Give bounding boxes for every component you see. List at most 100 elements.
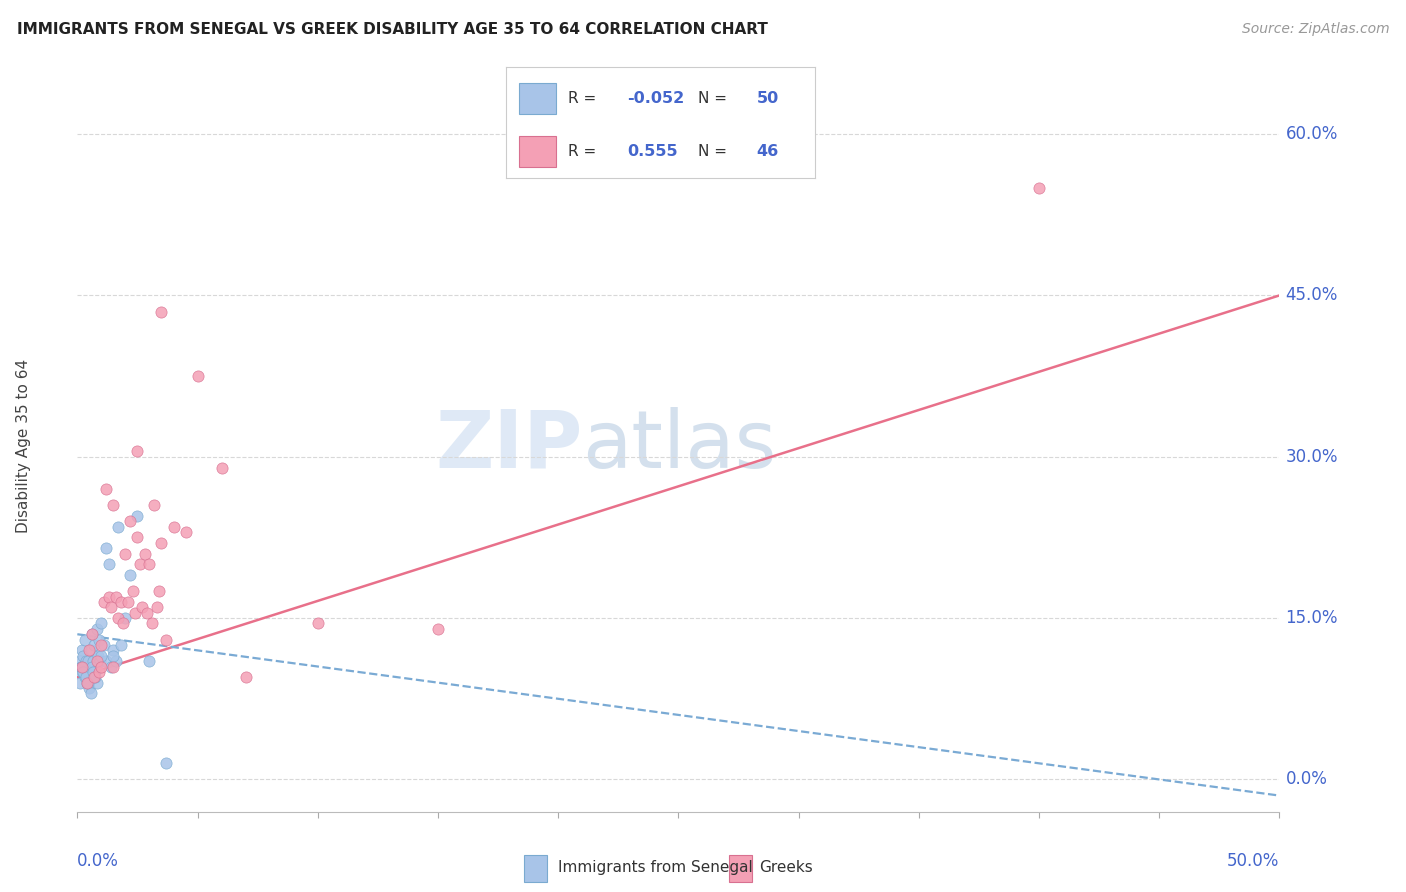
Point bbox=[82, 665, 104, 679]
Point bbox=[86, 675, 108, 690]
Point bbox=[84, 665, 107, 679]
Point bbox=[83, 665, 105, 679]
Point bbox=[104, 654, 127, 668]
Point bbox=[77, 654, 100, 668]
Point bbox=[87, 648, 110, 663]
Point bbox=[90, 648, 112, 663]
Point bbox=[1028, 181, 1050, 195]
Text: Source: ZipAtlas.com: Source: ZipAtlas.com bbox=[1241, 22, 1389, 37]
Point bbox=[148, 584, 170, 599]
Point bbox=[138, 654, 160, 668]
Point bbox=[83, 638, 105, 652]
Point bbox=[84, 670, 107, 684]
Point bbox=[307, 616, 329, 631]
Text: 45.0%: 45.0% bbox=[1285, 286, 1339, 304]
Point bbox=[100, 600, 122, 615]
Point bbox=[76, 665, 98, 679]
Point bbox=[114, 547, 136, 561]
Point bbox=[211, 460, 233, 475]
Text: 30.0%: 30.0% bbox=[1285, 448, 1339, 466]
Point bbox=[97, 590, 120, 604]
Point bbox=[76, 675, 98, 690]
Point bbox=[86, 654, 108, 668]
Point bbox=[127, 508, 149, 523]
Point bbox=[150, 304, 173, 318]
Point bbox=[114, 611, 136, 625]
Point bbox=[76, 675, 98, 690]
Point bbox=[96, 541, 118, 556]
Text: 50: 50 bbox=[756, 91, 779, 105]
Point bbox=[87, 665, 110, 679]
Text: N =: N = bbox=[697, 145, 731, 159]
Point bbox=[70, 643, 93, 657]
Point bbox=[110, 595, 132, 609]
Point bbox=[79, 686, 101, 700]
Point bbox=[136, 606, 159, 620]
Point bbox=[103, 659, 125, 673]
Point bbox=[235, 670, 257, 684]
Point bbox=[79, 643, 101, 657]
Point bbox=[72, 665, 94, 679]
Point bbox=[69, 675, 91, 690]
Text: Immigrants from Senegal: Immigrants from Senegal bbox=[558, 860, 754, 875]
Point bbox=[70, 659, 93, 673]
Point bbox=[120, 568, 142, 582]
Text: N =: N = bbox=[697, 91, 731, 105]
Point bbox=[110, 638, 132, 652]
Point bbox=[134, 547, 156, 561]
Point bbox=[93, 595, 115, 609]
Text: 0.0%: 0.0% bbox=[1285, 771, 1327, 789]
Point bbox=[155, 632, 177, 647]
Text: IMMIGRANTS FROM SENEGAL VS GREEK DISABILITY AGE 35 TO 64 CORRELATION CHART: IMMIGRANTS FROM SENEGAL VS GREEK DISABIL… bbox=[17, 22, 768, 37]
Point bbox=[145, 600, 167, 615]
Point bbox=[120, 514, 142, 528]
Point bbox=[150, 536, 173, 550]
Point bbox=[90, 659, 112, 673]
Point bbox=[143, 498, 166, 512]
Text: Greeks: Greeks bbox=[759, 860, 813, 875]
Point bbox=[162, 519, 184, 533]
Point bbox=[97, 558, 120, 572]
Point bbox=[107, 611, 129, 625]
Point bbox=[100, 659, 122, 673]
Point bbox=[83, 670, 105, 684]
Point bbox=[128, 558, 150, 572]
Point bbox=[103, 643, 125, 657]
Point bbox=[141, 616, 163, 631]
Point bbox=[90, 638, 112, 652]
Point bbox=[104, 590, 127, 604]
Text: R =: R = bbox=[568, 91, 602, 105]
Bar bbox=[519, 83, 555, 114]
Point bbox=[117, 595, 139, 609]
Point bbox=[90, 616, 112, 631]
Point bbox=[75, 670, 97, 684]
Text: 50.0%: 50.0% bbox=[1227, 852, 1279, 870]
Point bbox=[86, 622, 108, 636]
Bar bbox=[730, 855, 752, 881]
Point bbox=[79, 670, 101, 684]
Text: 15.0%: 15.0% bbox=[1285, 609, 1339, 627]
Point bbox=[69, 654, 91, 668]
Point bbox=[138, 558, 160, 572]
Point bbox=[70, 665, 93, 679]
Point bbox=[131, 600, 153, 615]
Point bbox=[107, 519, 129, 533]
Point bbox=[186, 369, 209, 384]
Text: -0.052: -0.052 bbox=[627, 91, 685, 105]
Point bbox=[174, 524, 197, 539]
Point bbox=[103, 648, 125, 663]
Point bbox=[155, 756, 177, 771]
Point bbox=[70, 659, 93, 673]
Text: 0.0%: 0.0% bbox=[77, 852, 120, 870]
Text: 0.555: 0.555 bbox=[627, 145, 678, 159]
Text: ZIP: ZIP bbox=[434, 407, 582, 485]
Point bbox=[72, 648, 94, 663]
Point bbox=[93, 638, 115, 652]
Text: R =: R = bbox=[568, 145, 602, 159]
Point bbox=[82, 654, 104, 668]
Point bbox=[127, 530, 149, 544]
Point bbox=[80, 627, 103, 641]
Bar bbox=[519, 136, 555, 168]
Point bbox=[75, 654, 97, 668]
Point bbox=[80, 627, 103, 641]
